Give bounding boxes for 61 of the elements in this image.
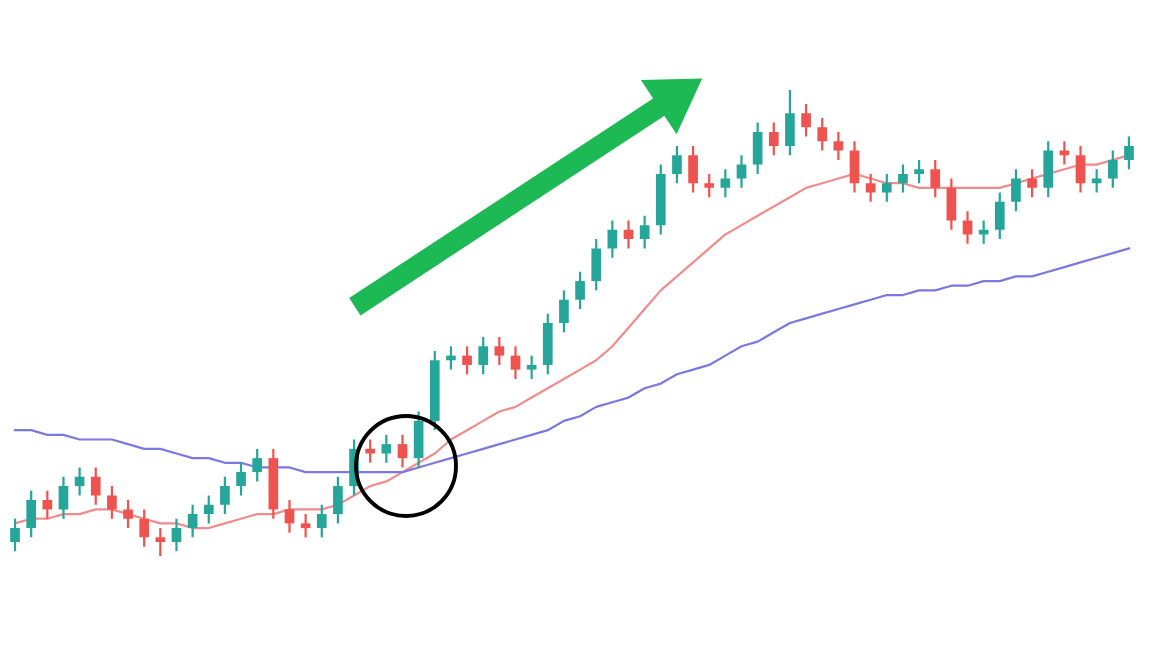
candlestick	[1107, 149, 1118, 189]
candlestick	[284, 498, 295, 534]
candlestick	[510, 345, 521, 381]
candlestick	[494, 335, 505, 367]
candlestick	[994, 191, 1005, 241]
candlestick	[946, 177, 957, 231]
candlestick	[1075, 144, 1086, 194]
candlestick	[26, 489, 37, 539]
candlestick	[462, 345, 472, 376]
candlestick	[107, 484, 117, 520]
candlestick	[559, 289, 569, 334]
candlestick	[914, 158, 924, 185]
candlestick	[962, 210, 973, 245]
candlestick	[849, 140, 860, 194]
candlestick	[1124, 135, 1134, 171]
candlestick	[768, 121, 779, 157]
candlestick	[623, 219, 634, 250]
candlestick	[833, 130, 844, 162]
candlestick	[236, 461, 246, 497]
candlestick	[720, 168, 731, 199]
candlestick	[333, 475, 343, 525]
candlestick	[187, 503, 198, 539]
candlestick	[930, 158, 941, 199]
candlestick	[123, 498, 133, 530]
candlestick	[90, 466, 101, 506]
candlestick	[1043, 140, 1054, 199]
candlestick	[1011, 168, 1021, 213]
candlestick	[688, 144, 698, 194]
candlestick	[42, 489, 53, 520]
candlestick	[1027, 168, 1037, 199]
candlestick	[542, 312, 553, 376]
candlestick	[639, 214, 650, 250]
candlestick	[171, 517, 182, 553]
candlestick	[736, 154, 747, 189]
candlestick	[575, 270, 585, 311]
candlestick	[252, 447, 263, 483]
candlestick	[672, 144, 682, 185]
candlestick	[801, 102, 811, 138]
candlestick	[413, 410, 424, 469]
candlestick	[752, 121, 763, 175]
candlestick	[785, 90, 795, 157]
candlestick	[155, 526, 166, 556]
candlestick	[397, 433, 408, 469]
candlestick	[381, 433, 392, 464]
candlestick	[74, 466, 85, 497]
candlestick	[139, 508, 150, 548]
candlestick	[591, 238, 602, 292]
candlestick	[898, 163, 908, 194]
candlestick	[58, 475, 69, 520]
candlestick	[704, 172, 715, 199]
candlestick	[478, 335, 489, 376]
candlestick	[203, 494, 214, 525]
candlestick	[300, 512, 311, 539]
candlestick	[607, 219, 618, 259]
candlestick	[220, 475, 230, 516]
candlestick	[316, 503, 327, 539]
candlestick	[881, 172, 892, 203]
candlestick	[865, 172, 876, 203]
candlestick	[817, 116, 828, 152]
candlestick	[526, 354, 537, 381]
candlestick	[10, 517, 20, 553]
